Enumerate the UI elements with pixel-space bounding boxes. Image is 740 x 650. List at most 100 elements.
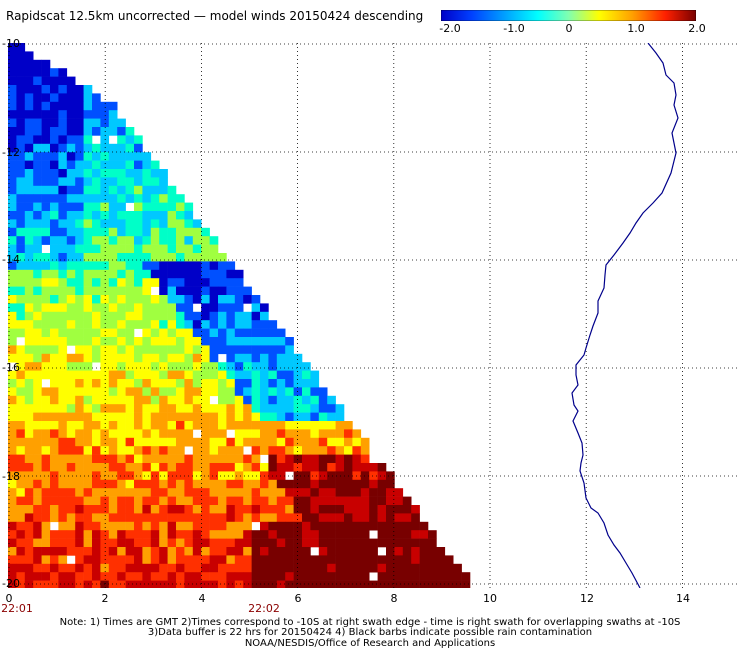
wind-cell [66, 160, 76, 170]
wind-cell [218, 513, 227, 523]
wind-cell [268, 563, 278, 573]
wind-cell [209, 286, 219, 296]
wind-cell [293, 563, 303, 573]
wind-cell [176, 345, 185, 355]
wind-cell [24, 160, 34, 170]
wind-cell [201, 269, 210, 279]
wind-cell [41, 177, 51, 187]
wind-cell [83, 496, 93, 506]
wind-cell [243, 328, 252, 338]
wind-cell [134, 169, 143, 178]
wind-cell [192, 370, 202, 380]
wind-cell [293, 580, 303, 588]
wind-cell [150, 320, 160, 329]
wind-cell [243, 488, 252, 497]
wind-cell [142, 412, 152, 422]
wind-cell [184, 320, 194, 329]
wind-cell [83, 219, 93, 229]
wind-cell [260, 345, 269, 355]
wind-cell [16, 43, 26, 52]
wind-cell [75, 261, 84, 271]
wind-cell [243, 421, 252, 430]
wind-cell [192, 362, 202, 371]
wind-cell [167, 202, 177, 212]
wind-cell [251, 328, 261, 338]
wind-cell [428, 563, 437, 573]
wind-cell [117, 387, 126, 397]
wind-cell [302, 429, 311, 439]
wind-cell [8, 463, 17, 472]
wind-cell [50, 437, 59, 447]
wind-cell [201, 437, 210, 447]
wind-cell [16, 185, 26, 195]
wind-cell [8, 479, 17, 489]
wind-cell [50, 278, 59, 287]
wind-cell [335, 421, 345, 430]
wind-cell [66, 244, 76, 254]
wind-cell [209, 479, 219, 489]
wind-cell [50, 177, 59, 187]
wind-cell [66, 85, 76, 94]
wind-cell [92, 572, 101, 581]
wind-cell [108, 177, 118, 187]
wind-cell [167, 421, 177, 430]
wind-cell [444, 555, 454, 565]
wind-cell [167, 471, 177, 481]
wind-cell [268, 379, 278, 388]
wind-cell [201, 563, 210, 573]
wind-cell [150, 362, 160, 371]
wind-cell [377, 513, 387, 523]
wind-cell [142, 303, 152, 313]
wind-cell [150, 311, 160, 321]
wind-cell [50, 303, 59, 313]
wind-cell [92, 353, 101, 363]
wind-cell [50, 328, 59, 338]
wind-cell [75, 395, 84, 405]
wind-cell [251, 421, 261, 430]
wind-cell [8, 437, 17, 447]
wind-cell [16, 404, 26, 413]
wind-cell [243, 320, 252, 329]
wind-cell [150, 370, 160, 380]
wind-cell [344, 463, 353, 472]
wind-cell [83, 127, 93, 136]
wind-cell [386, 572, 395, 581]
wind-cell [83, 345, 93, 355]
wind-cell [394, 555, 404, 565]
wind-cell [327, 563, 336, 573]
wind-cell [125, 345, 135, 355]
wind-cell [293, 530, 303, 539]
wind-cell [108, 412, 118, 422]
wind-cell [100, 202, 110, 212]
wind-cell [436, 555, 446, 565]
wind-cell [411, 513, 420, 523]
wind-cell [167, 194, 177, 203]
wind-cell [302, 563, 311, 573]
wind-cell [134, 177, 143, 187]
wind-cell [352, 429, 362, 439]
wind-cell [369, 538, 378, 548]
wind-cell [218, 555, 227, 565]
wind-cell [318, 471, 328, 481]
wind-cell [268, 530, 278, 539]
wind-cell [402, 513, 412, 523]
wind-cell [83, 572, 93, 581]
wind-cell [24, 370, 34, 380]
wind-cell [243, 513, 252, 523]
wind-cell [201, 471, 210, 481]
wind-cell [50, 454, 59, 464]
wind-cell [302, 404, 311, 413]
wind-cell [92, 227, 101, 237]
wind-cell [176, 202, 185, 212]
wind-cell [327, 412, 336, 422]
wind-cell [243, 521, 252, 531]
wind-cell [100, 110, 110, 119]
wind-cell [310, 580, 320, 588]
wind-cell [117, 530, 126, 539]
wind-cell [234, 345, 244, 355]
wind-cell [100, 185, 110, 195]
wind-cell [268, 337, 278, 346]
wind-cell [167, 446, 177, 455]
wind-cell [167, 547, 177, 556]
wind-cell [176, 521, 185, 531]
